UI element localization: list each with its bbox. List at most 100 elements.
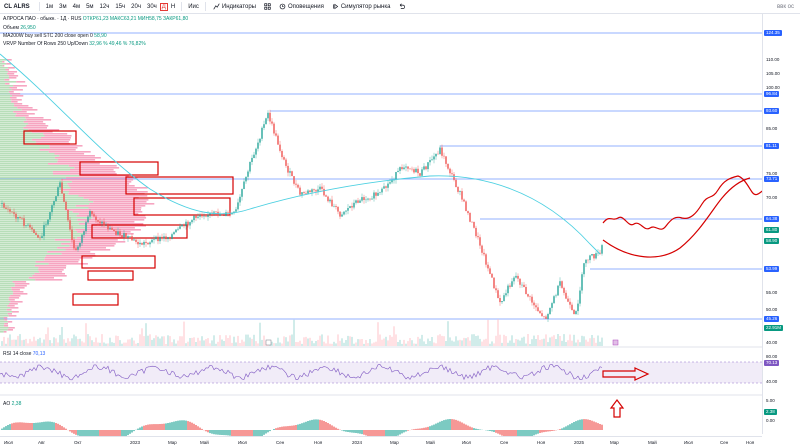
annotation-boxes[interactable] (23, 130, 234, 306)
volume-bar (235, 342, 237, 346)
volume-bar (143, 336, 145, 346)
candle-body (87, 216, 89, 223)
volume-legend[interactable]: Объем 26,950 (3, 25, 36, 31)
interval-15h[interactable]: 15ч (115, 3, 126, 10)
candle-body (77, 246, 79, 250)
ao-bar (521, 430, 523, 436)
volume-profile-bar-up (0, 85, 14, 87)
alerts-label: Оповещения (288, 3, 324, 10)
ao-bar (301, 423, 303, 430)
volume-profile-bar-up (0, 311, 12, 313)
ao-arrow[interactable] (609, 399, 625, 418)
candle-body (33, 229, 35, 233)
chart-type-button[interactable]: Иис (188, 3, 199, 10)
projection-drawing[interactable] (602, 175, 762, 230)
candle-body (351, 206, 353, 208)
ao-bar (589, 420, 591, 430)
interval-30h[interactable]: 30ч (146, 3, 157, 10)
ao-bar (565, 426, 567, 430)
interval-1m[interactable]: 1м (45, 3, 54, 10)
volume-profile-bar-down (12, 281, 27, 283)
candle-body (237, 202, 239, 210)
ao-bar (111, 430, 113, 436)
candle-body (557, 285, 559, 296)
volume-profile-bar-down (84, 221, 135, 223)
interval-12h[interactable]: 12ч (99, 3, 110, 10)
volume-bar (581, 335, 583, 346)
candle-body (383, 186, 385, 189)
volume-bar (157, 336, 159, 346)
candle-body (165, 236, 167, 240)
ao-bar (201, 428, 203, 430)
volume-profile-bar-up (0, 277, 29, 279)
candle-body (427, 162, 429, 170)
time-axis[interactable]: Июл Авг Окт 2023 Мар Май Июл Сен Ноя 202… (0, 436, 762, 448)
volume-bar (139, 334, 141, 346)
interval-20h[interactable]: 20ч (131, 3, 141, 10)
toolbar-right-label[interactable]: ввк ос (776, 3, 794, 10)
ao-bar (315, 419, 317, 430)
price-axis[interactable]: 110.00 105.00 100.00 85.00 75.00 70.00 6… (762, 14, 800, 434)
volume-bar (85, 323, 87, 346)
volume-profile-bar-up (0, 87, 10, 89)
candle-body (455, 179, 457, 187)
volume-profile-bar-up (0, 325, 4, 327)
volume-bar (243, 341, 245, 346)
candle-body (587, 259, 589, 261)
volume-bar (431, 337, 433, 346)
volume-profile-bar-up (0, 131, 32, 133)
ao-bar (129, 430, 131, 434)
volume-bar (373, 342, 375, 346)
alerts-button[interactable]: Оповещения (275, 3, 328, 10)
main-legend-ohlc: ОТКР61,23 МАКС63,21 МИН58,75 ЗАКР61,80 (82, 16, 189, 22)
ao-bar (293, 425, 295, 430)
candle-body (411, 168, 413, 170)
volume-profile-bar-down (34, 265, 67, 267)
ao-bar (37, 422, 39, 430)
ao-bar (445, 419, 447, 430)
candle-body (371, 198, 373, 200)
ao-bar (73, 430, 75, 434)
interval-day-selected[interactable]: Д (159, 2, 168, 11)
interval-week[interactable]: Н (170, 3, 176, 10)
volume-bar (285, 337, 287, 346)
ma-legend[interactable]: MA200W buy sell STC 200 close open 0 58,… (3, 33, 107, 39)
ao-legend[interactable]: AO 2,38 (3, 401, 21, 407)
ao-bar (489, 430, 491, 431)
interval-5m[interactable]: 5м (86, 3, 94, 10)
vrvp-legend[interactable]: VRVP Number Of Rows 250 Up/Down 32,96 % … (3, 41, 146, 47)
candle-body (53, 201, 55, 206)
volume-profile-bar-down (7, 313, 12, 315)
volume-bar (67, 338, 69, 346)
symbol-search-button[interactable]: CL ALRS (4, 3, 30, 10)
ao-bar (263, 430, 265, 435)
rsi-arrow[interactable] (602, 367, 650, 381)
candle-body (65, 201, 67, 210)
interval-3m[interactable]: 3м (59, 3, 67, 10)
layout-button[interactable] (260, 3, 275, 10)
ao-bar (247, 430, 249, 436)
volume-profile-bar-down (28, 123, 46, 125)
toolbar-divider (181, 2, 183, 11)
replay-button[interactable]: Симулятор рынка (328, 3, 395, 10)
volume-bar (533, 335, 535, 346)
volume-profile-bar-up (0, 95, 12, 97)
ao-bar (303, 422, 305, 430)
ma-legend-title: MA200W buy sell STC 200 close open 0 (3, 33, 93, 39)
volume-bar (371, 343, 373, 346)
interval-4m[interactable]: 4м (72, 3, 81, 10)
candle-body (9, 209, 11, 212)
main-legend[interactable]: АЛРОСА ПАО · обыкн. · 1Д · RUS ОТКР61,23… (3, 16, 188, 22)
volume-bar (105, 343, 107, 346)
ao-bar (349, 430, 351, 433)
projection-curve[interactable] (602, 177, 751, 258)
chart-canvas[interactable] (0, 14, 762, 436)
volume-profile-bar-up (0, 133, 44, 135)
ao-tick: 5.00 (766, 398, 775, 403)
ao-bar (397, 430, 399, 436)
undo-button[interactable] (394, 3, 409, 10)
rsi-legend[interactable]: RSI 14 close 70,13 (3, 351, 45, 357)
indicators-button[interactable]: Индикаторы (209, 3, 260, 10)
volume-bar (27, 343, 29, 346)
ao-bar (475, 428, 477, 430)
